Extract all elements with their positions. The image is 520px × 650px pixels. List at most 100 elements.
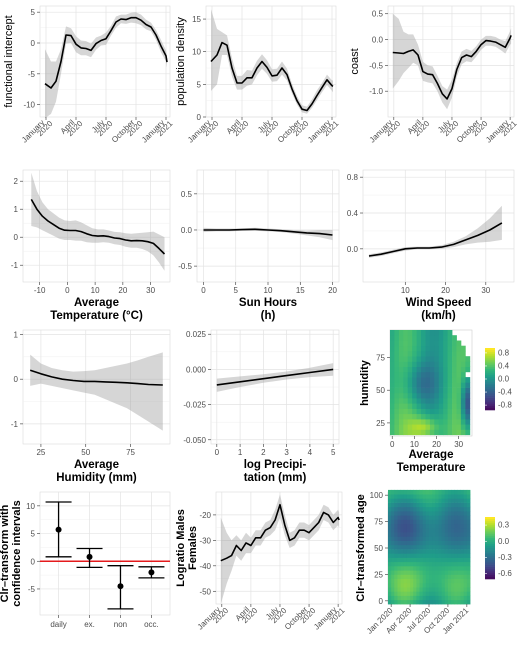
heatmap-cell: [419, 511, 424, 516]
heatmap-cell: [397, 527, 402, 533]
heatmap-cell: [416, 424, 422, 430]
heatmap-cell: [435, 511, 439, 516]
heatmap-cell: [421, 424, 426, 430]
heatmap-cell: [388, 587, 392, 592]
x-tick-label: 0: [201, 286, 206, 295]
heatmap-cell: [398, 345, 404, 352]
heatmap-cell: [416, 403, 422, 409]
heatmap-cell: [435, 557, 439, 563]
heatmap-cell: [438, 494, 443, 499]
heatmap-cell: [429, 392, 435, 399]
heatmap-cell: [400, 540, 405, 546]
heatmap-cell: [465, 424, 471, 430]
x-axis-title: tation (mm): [244, 472, 307, 484]
heatmap-cell: [429, 582, 433, 588]
heatmap-cell: [460, 553, 465, 558]
heatmap-cell: [457, 587, 461, 592]
heatmap-cell: [429, 361, 435, 367]
heatmap-cell: [463, 574, 468, 579]
x-tick-label: 0: [65, 286, 70, 295]
heatmap-cell: [422, 561, 427, 567]
legend-color-step: [485, 403, 495, 407]
heatmap-cell: [391, 570, 395, 575]
heatmap-cell: [435, 494, 439, 499]
heatmap-cell: [438, 582, 443, 588]
y-tick-label: 0: [379, 597, 384, 606]
heatmap-cell: [460, 502, 465, 508]
heatmap-cell: [413, 498, 417, 503]
heatmap-cell: [460, 574, 465, 579]
heatmap-cell: [394, 382, 400, 388]
heatmap-cell: [388, 582, 392, 588]
heatmap-cell: [416, 489, 420, 495]
heatmap-cell: [400, 515, 405, 520]
heatmap-cell: [419, 549, 424, 554]
legend-color-step: [485, 395, 495, 398]
heatmap-cell: [421, 382, 426, 388]
heatmap-cell: [403, 498, 408, 503]
heatmap-cell: [447, 424, 453, 430]
heatmap-cell: [429, 502, 433, 508]
heatmap-cell: [421, 350, 426, 357]
heatmap-cell: [443, 356, 448, 362]
heatmap-cell: [451, 506, 455, 512]
heatmap-cell: [452, 377, 457, 383]
heatmap-cell: [416, 382, 422, 388]
heatmap-cell: [397, 506, 402, 512]
heatmap-cell: [460, 536, 465, 541]
heatmap-cell: [429, 345, 435, 352]
heatmap-cell: [388, 527, 392, 533]
heatmap-cell: [460, 413, 466, 420]
heatmap-cell: [421, 408, 426, 415]
heatmap-cell: [422, 523, 427, 529]
heatmap-cell: [447, 506, 452, 512]
heatmap-cell: [412, 408, 417, 415]
heatmap-cell: [425, 424, 431, 430]
smooth-line: [203, 228, 333, 236]
heatmap-cell: [444, 578, 449, 584]
legend-color-step: [485, 379, 495, 382]
heatmap-cell: [394, 544, 398, 550]
heatmap-cell: [400, 498, 405, 503]
heatmap-cell: [452, 361, 457, 367]
heatmap-cell: [429, 350, 435, 357]
y-tick-label: -1.0: [369, 87, 383, 96]
heatmap-cell: [443, 350, 448, 357]
heatmap-cell: [447, 345, 453, 352]
x-tick-label: 10: [264, 286, 273, 295]
heatmap-cell: [429, 398, 435, 404]
heatmap-cell: [412, 350, 417, 357]
heatmap-cell: [421, 356, 426, 362]
heatmap-cell: [434, 377, 440, 383]
heatmap-cell: [397, 502, 402, 508]
heatmap-cell: [388, 489, 392, 495]
heatmap-cell: [413, 532, 417, 537]
heatmap-cell: [438, 570, 443, 575]
heatmap-cell: [460, 511, 465, 516]
heatmap-cell: [412, 413, 417, 420]
heatmap-cell: [416, 591, 420, 596]
heatmap-cell: [391, 498, 395, 503]
heatmap-cell: [435, 570, 439, 575]
heatmap-cell: [394, 356, 400, 362]
heatmap-cell: [407, 413, 413, 420]
y-axis-title: confidence intervals: [11, 500, 23, 606]
heatmap-cell: [463, 553, 468, 558]
heatmap-cell: [412, 398, 417, 404]
heatmap-cell: [425, 515, 430, 520]
heatmap-cell: [422, 506, 427, 512]
heatmap-cell: [416, 553, 420, 558]
heatmap-cell: [434, 424, 440, 430]
heatmap-cell: [466, 489, 471, 495]
heatmap-cell: [397, 498, 402, 503]
heatmap-cell: [429, 599, 433, 605]
heatmap-cell: [443, 403, 448, 409]
heatmap-cell: [465, 398, 471, 404]
heatmap-cell: [432, 489, 436, 495]
heatmap-cell: [441, 570, 446, 575]
heatmap-cell: [444, 549, 449, 554]
heatmap-cell: [429, 519, 433, 525]
heatmap-cell: [429, 356, 435, 362]
heatmap-cell: [466, 570, 471, 575]
plot-p6: 0.8 0.4 0.0 10 20 30: [347, 169, 515, 295]
